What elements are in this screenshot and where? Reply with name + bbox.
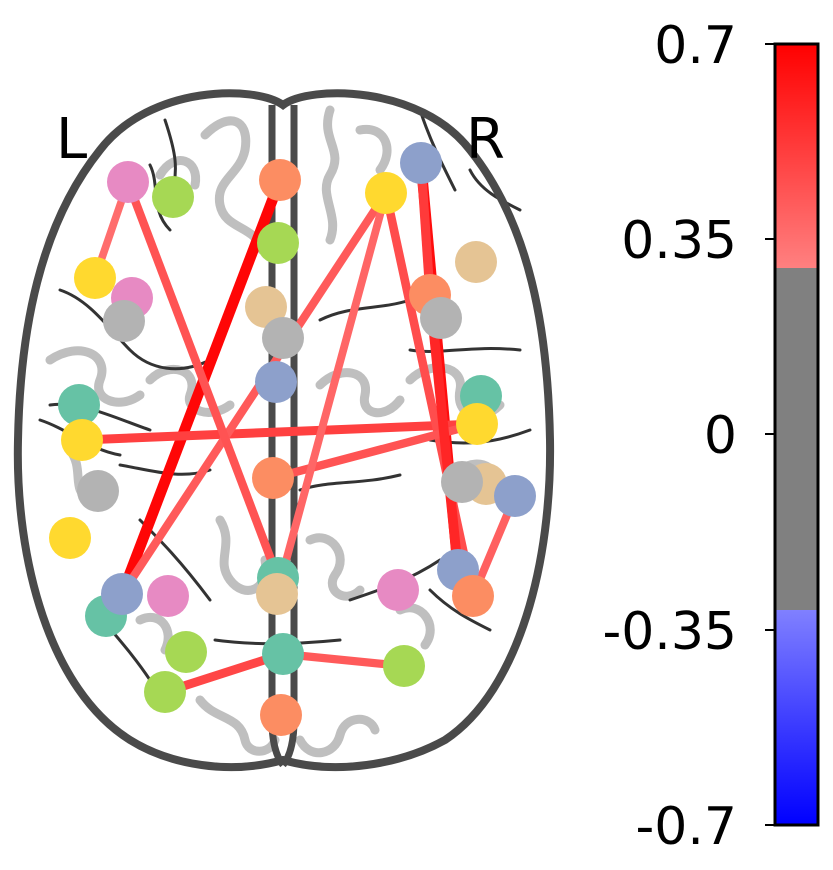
region-node: [103, 300, 145, 342]
region-node: [255, 361, 297, 403]
right-hemisphere-label: R: [466, 107, 505, 172]
region-node: [456, 403, 498, 445]
region-node: [494, 475, 536, 517]
region-node: [58, 384, 100, 426]
region-node: [49, 517, 91, 559]
region-node: [74, 257, 116, 299]
region-node: [383, 645, 425, 687]
connection-edge: [81, 419, 478, 445]
region-node: [262, 317, 304, 359]
connection-edge: [273, 191, 390, 596]
region-node: [441, 461, 483, 503]
region-node: [420, 297, 462, 339]
colorbar-neutral: [775, 268, 818, 610]
region-node: [245, 286, 287, 328]
connection-edge: [124, 180, 282, 580]
region-node: [257, 222, 299, 264]
region-node: [377, 569, 419, 611]
region-node: [107, 161, 149, 203]
region-node: [152, 176, 194, 218]
colorbar-tick-low: -0.35: [602, 602, 737, 662]
colorbar-positive: [775, 44, 818, 268]
region-node: [165, 631, 207, 673]
region-node: [256, 573, 298, 615]
region-node: [252, 457, 294, 499]
region-node: [259, 159, 301, 201]
colorbar-tick-max: 0.7: [654, 16, 737, 76]
colorbar-tick-zero: 0: [703, 406, 737, 466]
region-node: [400, 142, 442, 184]
connection-edge: [425, 294, 463, 571]
colorbar-tick-high: 0.35: [621, 211, 737, 271]
region-node: [101, 573, 143, 615]
left-hemisphere-label: L: [56, 107, 88, 172]
connection-edge: [416, 162, 435, 296]
region-node: [260, 694, 302, 736]
region-node: [262, 633, 304, 675]
connection-edge: [118, 190, 390, 597]
region-node: [147, 575, 189, 617]
region-nodes: [49, 142, 536, 736]
colorbar-negative: [775, 610, 818, 825]
colorbar-tick-min: -0.7: [635, 797, 737, 857]
region-node: [77, 470, 119, 512]
region-node: [61, 419, 103, 461]
connection-edge: [116, 178, 286, 596]
region-node: [452, 575, 494, 617]
region-node: [455, 241, 497, 283]
region-node: [365, 172, 407, 214]
colorbar: [765, 42, 820, 827]
region-node: [144, 671, 186, 713]
